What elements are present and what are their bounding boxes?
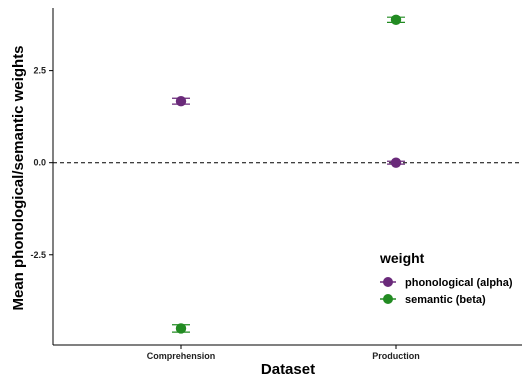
data-point: [390, 14, 402, 25]
legend-label: semantic (beta): [405, 294, 486, 306]
legend-label: phonological (alpha): [405, 277, 513, 289]
data-marks: [172, 14, 405, 334]
legend: weight phonological (alpha) semantic (bet…: [379, 250, 513, 306]
axes: -2.5 0.0 2.5 Comprehension Production: [30, 8, 522, 361]
y-tick-label: -2.5: [30, 250, 46, 260]
y-tick-label: 2.5: [33, 66, 46, 76]
data-point: [390, 157, 402, 168]
legend-title: weight: [379, 250, 425, 266]
x-tick-label: Production: [372, 351, 420, 361]
legend-key-point: [383, 277, 393, 287]
y-axis-title: Mean phonological/semantic weights: [10, 45, 27, 310]
data-point: [175, 323, 187, 334]
y-tick-label: 0.0: [33, 158, 46, 168]
data-point: [175, 95, 187, 107]
x-tick-label: Comprehension: [147, 351, 216, 361]
x-axis-title: Dataset: [261, 361, 315, 377]
legend-key-point: [383, 294, 393, 304]
